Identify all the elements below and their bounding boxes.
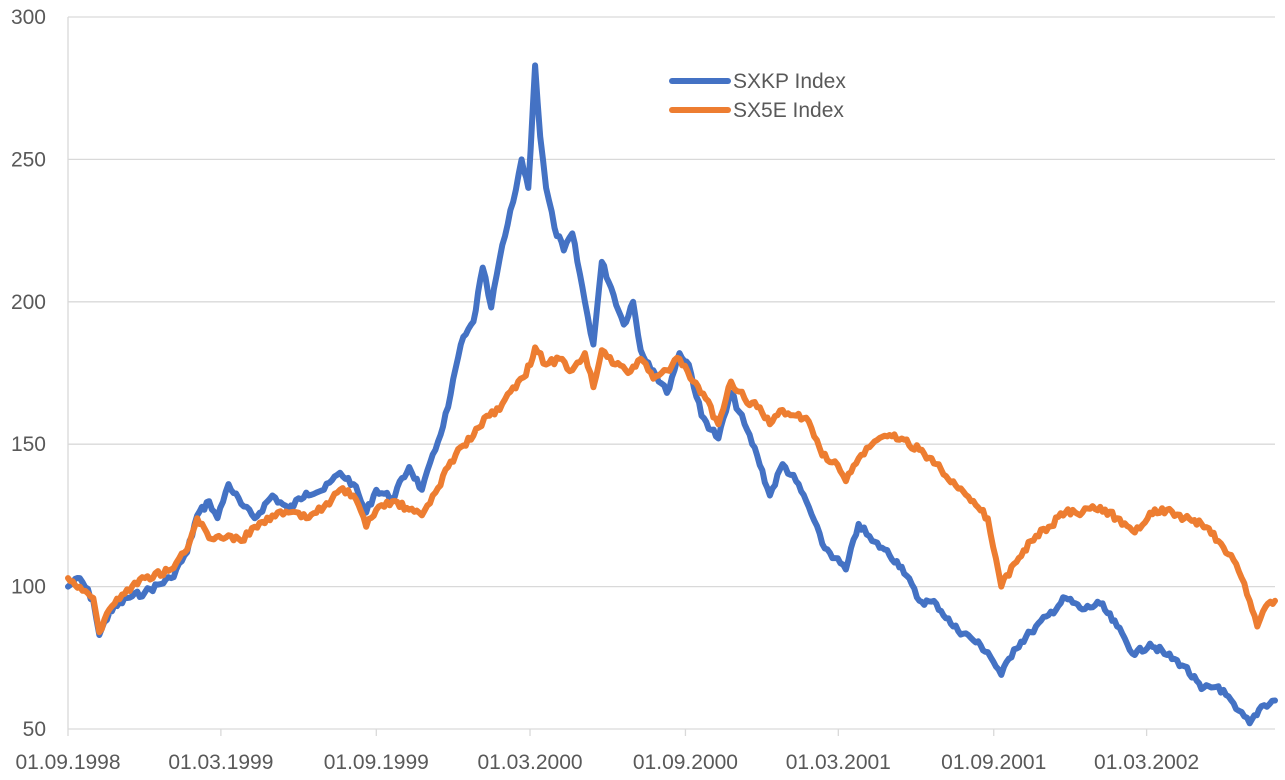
x-tick-label: 01.09.2001 xyxy=(941,751,1046,774)
series-lines xyxy=(65,62,1278,727)
legend: SXKP Index SX5E Index xyxy=(669,70,846,122)
x-tick-label: 01.03.1999 xyxy=(168,751,273,774)
y-axis-tick-labels: 50 100 150 200 250 300 xyxy=(11,6,46,741)
x-tick-label: 01.03.2000 xyxy=(477,751,582,774)
y-tick-label: 100 xyxy=(11,576,46,599)
y-tick-label: 50 xyxy=(23,718,46,741)
y-tick-label: 250 xyxy=(11,148,46,171)
series-line-sx5e xyxy=(65,344,1278,636)
x-tick-label: 01.09.2000 xyxy=(633,751,738,774)
x-tick-label: 01.03.2001 xyxy=(786,751,891,774)
y-tick-label: 200 xyxy=(11,291,46,314)
x-tick-label: 01.09.1999 xyxy=(324,751,429,774)
gridlines xyxy=(67,16,1275,730)
y-tick-label: 150 xyxy=(11,433,46,456)
series-line-sxkp xyxy=(65,62,1278,727)
legend-label-sxkp: SXKP Index xyxy=(733,70,846,93)
legend-label-sx5e: SX5E Index xyxy=(733,99,844,122)
x-axis-tick-labels: 01.09.1998 01.03.1999 01.09.1999 01.03.2000… xyxy=(15,729,1199,774)
x-tick-label: 01.03.2002 xyxy=(1094,751,1199,774)
y-tick-label: 300 xyxy=(11,6,46,29)
x-tick-label: 01.09.1998 xyxy=(15,751,120,774)
